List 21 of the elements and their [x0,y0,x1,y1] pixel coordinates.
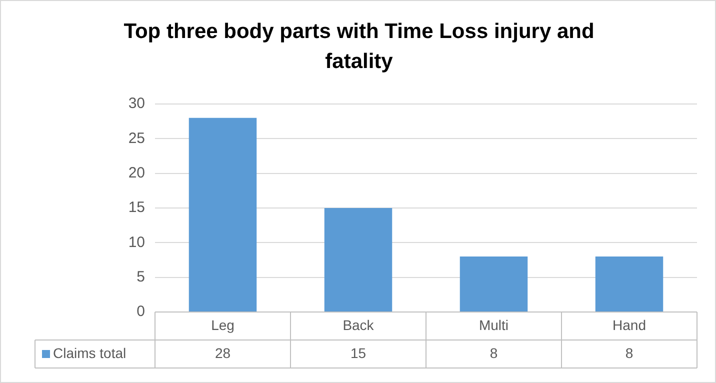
y-tick-label: 25 [128,130,145,147]
data-label: 15 [350,344,366,361]
y-tick-label: 5 [136,268,145,286]
y-tick-label: 20 [128,164,145,182]
x-tick-label: Back [342,316,375,333]
bar [188,118,257,312]
y-tick-label: 15 [128,199,145,216]
y-tick-label: 10 [128,234,145,251]
chart-title: Top three body parts with Time Loss injury and fatality [122,19,596,75]
y-tick-label: 0 [136,303,145,320]
x-tick-label: Multi [478,316,509,333]
bar [324,208,392,312]
bar [460,256,528,312]
x-tick-label: Leg [211,316,234,333]
data-label: 28 [214,344,231,361]
legend-label: Claims total [53,344,126,361]
data-label: 8 [625,344,634,361]
bar [595,256,664,312]
data-label: 8 [490,344,498,361]
y-tick-label: 30 [128,95,145,112]
x-tick-label: Hand [612,316,646,333]
